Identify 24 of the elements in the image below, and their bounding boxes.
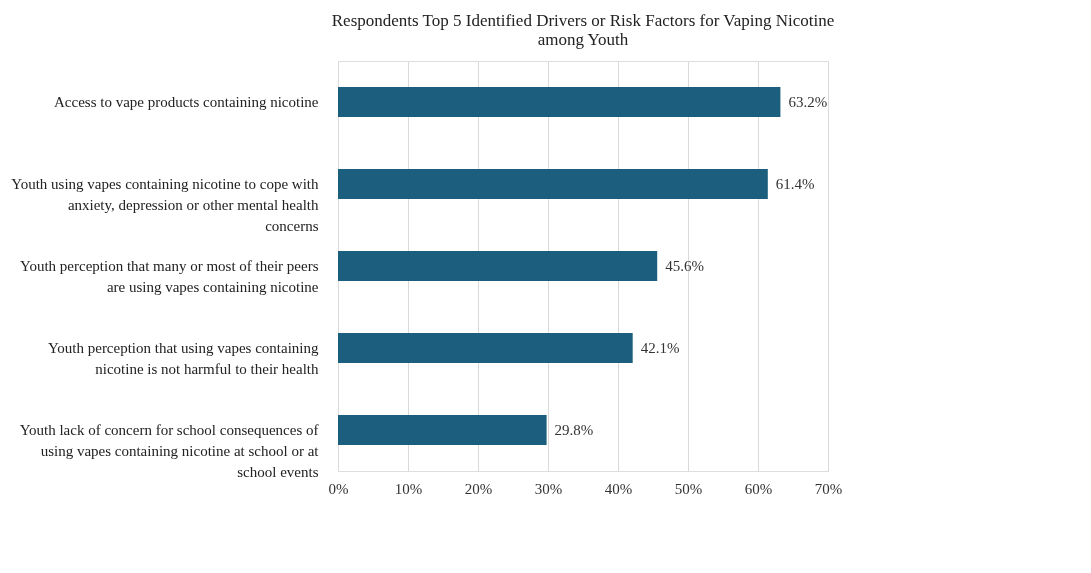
- x-tick-label: 30%: [534, 480, 563, 497]
- x-tick-label: 70%: [814, 480, 843, 497]
- bar: [338, 415, 547, 445]
- bar: [338, 87, 781, 117]
- data-label: 45.6%: [665, 258, 704, 274]
- y-tick-label: Youth perception that many or most of their peers are using vapes containing nicotine: [20, 258, 319, 295]
- y-tick-label: Access to vape products containing nicotine: [53, 94, 319, 110]
- y-tick-label: Youth perception that using vapes containing nicotine is not harmful to their health: [47, 340, 319, 377]
- y-tick-label: Youth using vapes containing nicotine to cope with anxiety, depression or other mental health concerns: [11, 176, 319, 234]
- y-tick-label: Youth lack of concern for school consequences of using vapes containing nicotine at school or at school events: [19, 422, 320, 480]
- data-label: 63.2%: [788, 94, 828, 110]
- x-tick-label: 60%: [744, 480, 773, 497]
- data-label: 29.8%: [554, 422, 594, 438]
- bar: [338, 169, 768, 199]
- x-tick-label: 10%: [394, 480, 423, 497]
- data-label: 42.1%: [640, 340, 680, 356]
- x-tick-label: 0%: [328, 480, 349, 497]
- bar: [338, 251, 658, 281]
- x-tick-label: 20%: [464, 480, 493, 497]
- chart-title: Respondents Top 5 Identified Drivers or Risk Factors for Vaping Nicotine among Youth: [331, 11, 835, 49]
- x-tick-label: 50%: [674, 480, 703, 497]
- x-tick-label: 40%: [604, 480, 633, 497]
- data-label: 61.4%: [775, 176, 815, 192]
- bar: [338, 333, 633, 363]
